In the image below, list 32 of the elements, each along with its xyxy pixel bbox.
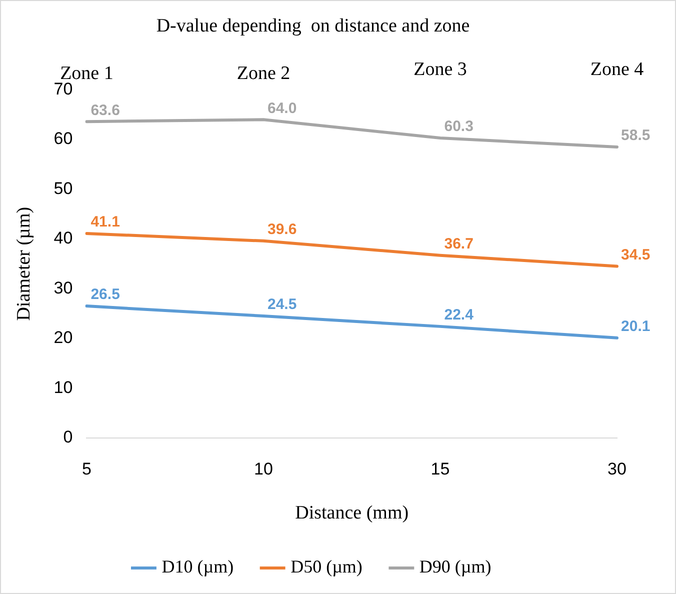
text: Zone 4 bbox=[590, 58, 644, 80]
x-axis-title: Distance (mm) bbox=[295, 502, 409, 524]
data-label: 60.3 bbox=[444, 118, 474, 136]
x-tick-label: 15 bbox=[430, 460, 450, 479]
x-tick-label: 30 bbox=[608, 460, 626, 479]
data-label: 34.5 bbox=[620, 246, 650, 264]
data-label: 58.5 bbox=[620, 127, 650, 144]
y-axis-title: Diameter (µm) bbox=[13, 206, 34, 321]
text: Zone 2 bbox=[236, 62, 290, 84]
legend-label: D90 (µm) bbox=[419, 556, 492, 577]
x-tick-label: 5 bbox=[82, 460, 92, 479]
data-label: 22.4 bbox=[444, 306, 474, 324]
data-label: 39.6 bbox=[267, 221, 297, 238]
chart-title: D-value depending on distance and zone bbox=[156, 15, 470, 36]
legend-label: D10 (µm) bbox=[162, 556, 234, 577]
data-label: 20.1 bbox=[620, 318, 650, 336]
data-label: 24.5 bbox=[267, 296, 297, 314]
y-tick-label: 10 bbox=[54, 378, 73, 397]
y-tick-label: 60 bbox=[54, 129, 73, 148]
y-tick-label: 40 bbox=[54, 228, 73, 248]
y-tick-label: 0 bbox=[63, 427, 73, 446]
data-label: 36.7 bbox=[444, 235, 474, 252]
legend-label: D50 (µm) bbox=[290, 556, 362, 577]
y-tick-label: 30 bbox=[54, 278, 73, 298]
data-label: 26.5 bbox=[90, 286, 120, 304]
data-label: 63.6 bbox=[90, 102, 120, 119]
y-tick-label: 20 bbox=[54, 328, 73, 348]
x-tick-label: 10 bbox=[254, 460, 273, 479]
y-tick-label: 50 bbox=[54, 178, 73, 198]
text: Zone 3 bbox=[414, 58, 467, 80]
data-label: 64.0 bbox=[267, 100, 297, 117]
data-label: 41.1 bbox=[90, 214, 120, 231]
